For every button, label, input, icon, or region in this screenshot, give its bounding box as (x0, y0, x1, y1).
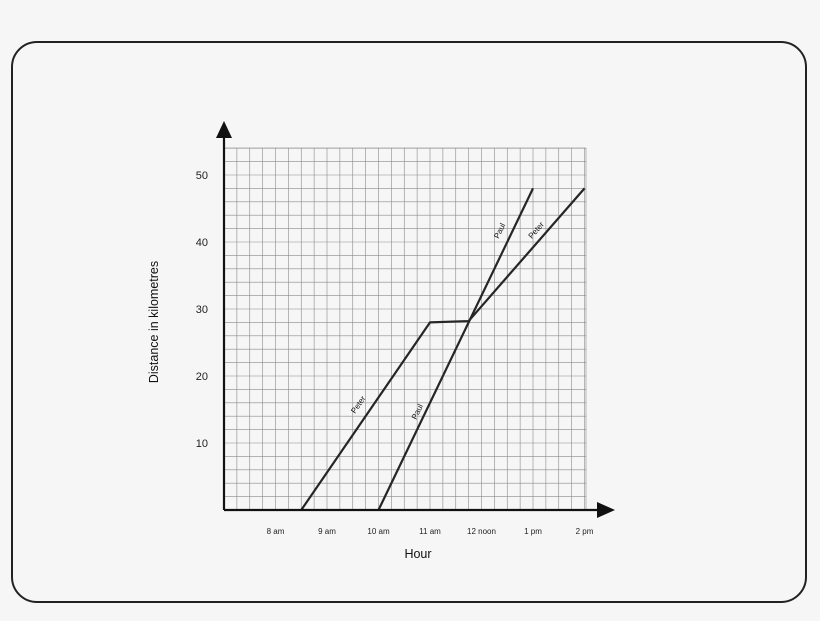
chart-series (300, 187, 586, 511)
x-tick-label: 12 noon (467, 527, 496, 536)
chart-axes (216, 121, 615, 518)
series-label-peter: Peter (349, 394, 367, 415)
y-axis-title: Distance in kilometres (147, 261, 161, 383)
y-tick-label: 50 (196, 170, 208, 182)
x-tick-label: 9 am (318, 527, 336, 536)
x-axis-arrow-icon (597, 502, 615, 518)
x-axis-title: Hour (404, 547, 431, 561)
chart-ticks: 8 am 9 am 10 am 11 am 12 noon 1 pm 2 pm 10 20 30 4… (196, 170, 594, 536)
series-line-peter (300, 187, 586, 511)
y-tick-label: 10 (196, 438, 208, 450)
y-tick-label: 20 (196, 371, 208, 383)
y-axis-arrow-icon (216, 121, 232, 138)
series-line-paul (377, 187, 534, 511)
x-tick-label: 8 am (267, 527, 285, 536)
y-tick-label: 30 (196, 304, 208, 316)
x-tick-label: 10 am (367, 527, 390, 536)
y-tick-label: 40 (196, 237, 208, 249)
x-tick-label: 1 pm (524, 527, 542, 536)
series-label-peter: Peter (527, 220, 547, 241)
x-tick-label: 2 pm (576, 527, 594, 536)
x-tick-label: 11 am (419, 527, 441, 536)
